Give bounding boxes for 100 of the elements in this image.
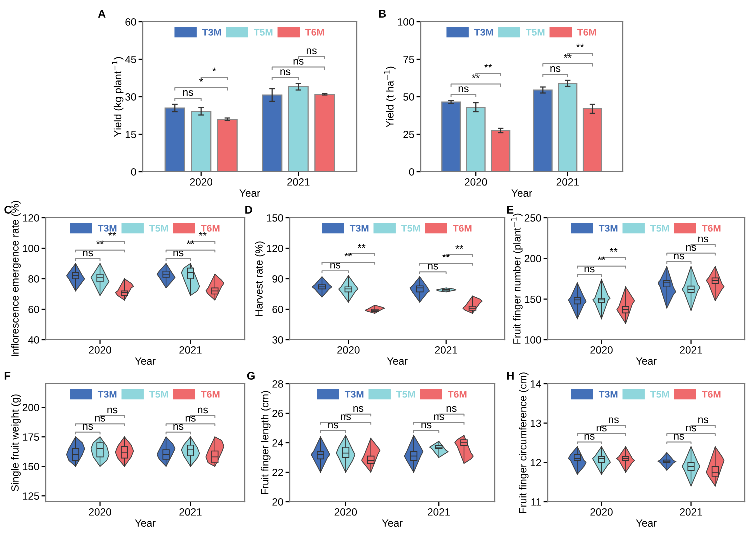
annotation: ** bbox=[484, 64, 492, 68]
annotation: ns bbox=[686, 426, 696, 432]
x-tick-label: 2020 bbox=[89, 346, 112, 354]
x-axis-title: Year bbox=[636, 358, 657, 365]
annotation: ** bbox=[472, 74, 480, 78]
y-tick-label: 150 bbox=[525, 296, 542, 304]
annotation: ns bbox=[280, 70, 291, 76]
annotation: ns bbox=[328, 422, 338, 429]
annotation: ns bbox=[550, 66, 561, 72]
bar bbox=[442, 102, 462, 172]
legend-label: T5M bbox=[650, 225, 670, 232]
x-tick-label: 2020 bbox=[89, 508, 112, 516]
bar bbox=[314, 94, 336, 172]
text: T3M bbox=[350, 225, 369, 232]
y-axis-title: Inflorescence emergence rate (%) bbox=[11, 201, 21, 356]
annotation: ns bbox=[354, 406, 364, 412]
annotation: ns bbox=[686, 245, 696, 252]
legend-label: T5M bbox=[650, 391, 670, 398]
bar bbox=[164, 108, 186, 172]
legend-label: T6M bbox=[201, 391, 220, 398]
y-tick-label: 80 bbox=[28, 276, 40, 283]
annotation: ns bbox=[330, 263, 341, 269]
y-tick-label: 30 bbox=[126, 94, 136, 101]
text: T3M bbox=[598, 391, 618, 398]
legend-label: T6M bbox=[453, 225, 472, 232]
annotation: ** bbox=[456, 245, 464, 250]
x-tick-label: 2020 bbox=[334, 508, 358, 516]
legend-label: T3M bbox=[98, 225, 117, 232]
y-tick-label: 12 bbox=[530, 459, 542, 466]
x-tick-label: 2021 bbox=[428, 508, 450, 516]
y-tick-label: 28 bbox=[272, 380, 284, 388]
annotation: ns bbox=[174, 250, 184, 257]
annotation: ns bbox=[674, 434, 684, 440]
annotation: * bbox=[212, 68, 216, 72]
annotation: * bbox=[200, 78, 204, 82]
y-tick-label: 50 bbox=[404, 94, 414, 101]
legend-label: T3M bbox=[98, 391, 117, 398]
legend-label: T6M bbox=[702, 391, 721, 398]
chart-title: D bbox=[246, 206, 252, 214]
x-axis-title: Year bbox=[382, 520, 403, 527]
y-tick-label: 0 bbox=[409, 168, 414, 176]
legend-label: T5M bbox=[150, 225, 168, 232]
annotation: ns bbox=[174, 424, 184, 430]
chart-title: E bbox=[507, 206, 514, 214]
annotation: ns bbox=[446, 406, 457, 412]
y-axis-title: Yield (kg plant$^{−1}$) bbox=[112, 57, 124, 138]
y-tick-label: 150 bbox=[23, 463, 40, 470]
annotation: ns bbox=[584, 266, 595, 273]
annotation: ** bbox=[598, 256, 606, 260]
annotation: ns bbox=[596, 426, 607, 432]
y-tick-label: 175 bbox=[23, 434, 40, 441]
bar bbox=[191, 110, 212, 172]
y-tick-label: 40 bbox=[28, 336, 40, 344]
annotation: ns bbox=[434, 414, 444, 420]
annotation: ns bbox=[306, 48, 317, 54]
bar bbox=[558, 82, 578, 172]
legend-label: T6M bbox=[578, 29, 596, 36]
y-axis-title: Fruit finger number (plant$^{−1}$) bbox=[511, 214, 523, 344]
annotation: ns bbox=[584, 434, 595, 440]
legend-label: T3M bbox=[202, 29, 222, 36]
y-tick-label: 26 bbox=[272, 410, 284, 418]
chart-title: B bbox=[379, 10, 386, 18]
y-tick-label: 30 bbox=[272, 336, 284, 344]
annotation: ns bbox=[83, 250, 94, 257]
bar bbox=[582, 108, 602, 172]
y-axis-title: Single fruit weight (g) bbox=[11, 394, 21, 492]
legend-label: T5M bbox=[150, 391, 168, 398]
x-axis-title: Year bbox=[636, 520, 657, 527]
legend-label: T6M bbox=[201, 225, 220, 232]
y-tick-label: 100 bbox=[398, 18, 414, 26]
y-tick-label: 22 bbox=[272, 469, 284, 476]
chart-title: G bbox=[247, 372, 255, 380]
text: T3M bbox=[598, 225, 618, 232]
chart-title: A bbox=[98, 10, 106, 18]
legend-label: T5M bbox=[526, 29, 545, 36]
x-tick-label: 2020 bbox=[590, 346, 613, 354]
annotation: ns bbox=[108, 408, 118, 414]
x-tick-label: 2021 bbox=[288, 178, 310, 186]
annotation: ns bbox=[609, 418, 619, 424]
legend-label: T5M bbox=[402, 225, 420, 232]
y-tick-label: 20 bbox=[272, 498, 284, 506]
annotation: ns bbox=[428, 264, 438, 270]
x-tick-label: 2021 bbox=[435, 346, 458, 354]
y-tick-label: 15 bbox=[126, 131, 136, 138]
x-tick-label: 2020 bbox=[590, 508, 613, 516]
annotation: ** bbox=[199, 232, 207, 236]
annotation: ** bbox=[442, 254, 450, 258]
annotation: ** bbox=[108, 232, 116, 236]
y-tick-label: 125 bbox=[23, 492, 40, 500]
x-tick-label: 2020 bbox=[465, 178, 488, 186]
y-tick-label: 200 bbox=[22, 404, 40, 412]
y-axis-title: Fruit finger circumference (cm) bbox=[519, 372, 529, 514]
annotation: ns bbox=[422, 422, 432, 429]
y-tick-label: 25 bbox=[404, 131, 414, 138]
y-tick-label: 150 bbox=[267, 214, 284, 222]
x-tick-label: 2021 bbox=[680, 508, 702, 516]
bar bbox=[491, 130, 511, 172]
text: T3M bbox=[344, 391, 364, 398]
y-tick-label: 200 bbox=[524, 255, 542, 263]
y-tick-label: 60 bbox=[126, 18, 136, 26]
